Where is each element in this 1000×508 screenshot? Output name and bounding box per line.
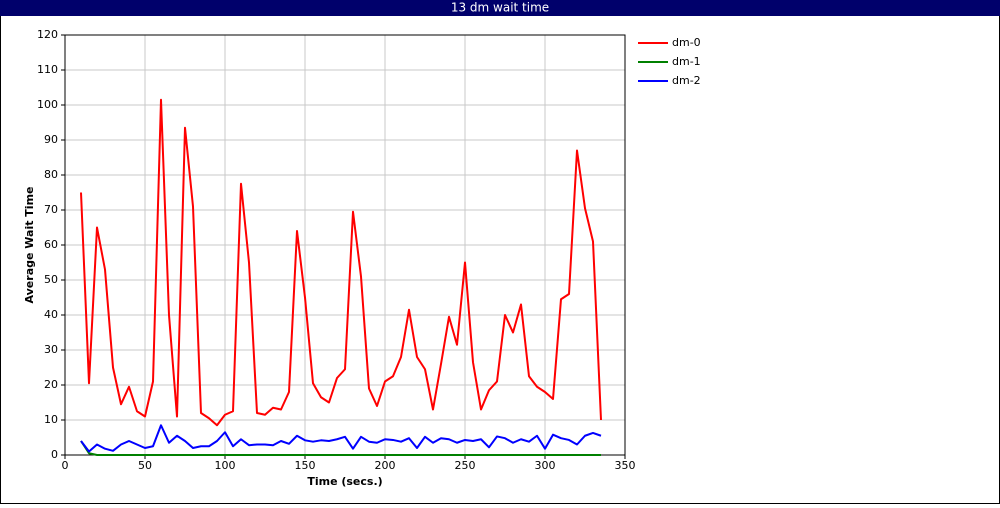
x-tick-label: 50 <box>138 459 152 472</box>
y-tick-label: 0 <box>51 448 58 461</box>
series-line <box>80 440 601 456</box>
y-tick-label: 50 <box>44 273 58 286</box>
y-tick-label: 70 <box>44 203 58 216</box>
y-tick-label: 120 <box>37 28 58 41</box>
y-tick-label: 90 <box>44 133 58 146</box>
x-tick-label: 250 <box>455 459 476 472</box>
y-tick-label: 20 <box>44 378 58 391</box>
x-tick-label: 300 <box>535 459 556 472</box>
series-line <box>80 98 602 427</box>
series-line <box>80 424 602 453</box>
y-tick-label: 80 <box>44 168 58 181</box>
y-tick-label: 100 <box>37 98 58 111</box>
y-tick-label: 10 <box>44 413 58 426</box>
legend-label: dm-2 <box>672 74 701 87</box>
y-axis-label: Average Wait Time <box>23 187 36 304</box>
legend-label: dm-1 <box>672 55 701 68</box>
y-tick-label: 30 <box>44 343 58 356</box>
x-tick-label: 0 <box>62 459 69 472</box>
title-bar <box>0 0 1000 16</box>
x-axis-label: Time (secs.) <box>307 475 382 488</box>
y-tick-label: 110 <box>37 63 58 76</box>
x-tick-label: 100 <box>215 459 236 472</box>
y-tick-label: 60 <box>44 238 58 251</box>
y-tick-label: 40 <box>44 308 58 321</box>
x-tick-label: 150 <box>295 459 316 472</box>
chart-title: 13 dm wait time <box>451 1 549 15</box>
legend-label: dm-0 <box>672 36 701 49</box>
x-tick-label: 200 <box>375 459 396 472</box>
x-tick-label: 350 <box>615 459 636 472</box>
